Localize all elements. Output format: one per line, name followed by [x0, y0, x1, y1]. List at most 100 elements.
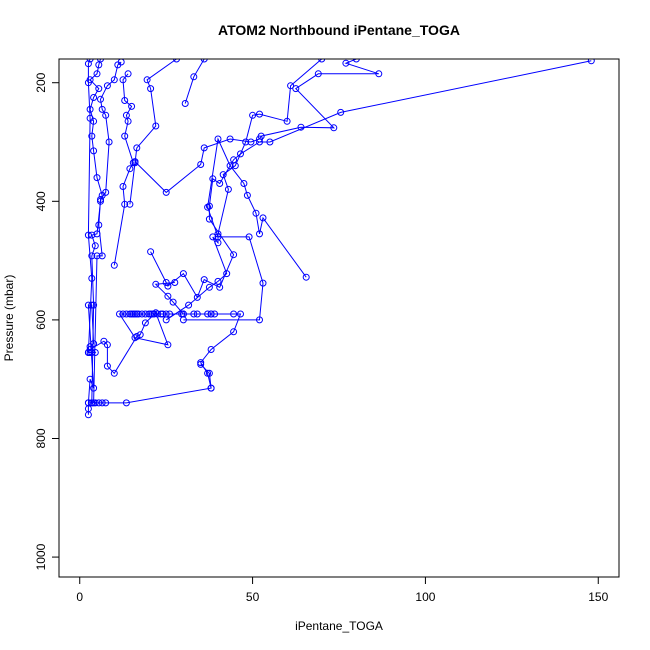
data-point: [90, 340, 98, 348]
data-point: [122, 310, 130, 318]
data-point: [292, 85, 300, 93]
data-point: [86, 105, 94, 113]
data-point: [128, 102, 136, 110]
y-tick-label: 1000: [34, 543, 48, 570]
data-point: [119, 310, 127, 318]
data-point: [162, 316, 170, 324]
data-point: [93, 252, 101, 260]
data-point: [133, 144, 141, 152]
data-point: [102, 111, 110, 119]
data-point: [216, 180, 224, 187]
series-line: [87, 59, 93, 353]
data-point: [179, 270, 187, 278]
data-point: [245, 233, 253, 241]
data-point: [230, 251, 238, 259]
data-point: [84, 301, 92, 309]
data-point: [102, 399, 110, 407]
data-point: [154, 310, 161, 318]
data-point: [122, 111, 130, 119]
data-point: [214, 277, 222, 285]
data-point: [337, 108, 345, 116]
data-point: [121, 132, 129, 140]
data-point: [141, 310, 149, 318]
data-point: [102, 188, 110, 196]
data-point: [352, 59, 360, 63]
data-point: [152, 280, 160, 288]
series-line: [93, 61, 122, 403]
data-point: [181, 100, 189, 107]
series-line: [113, 73, 134, 266]
data-point: [342, 59, 350, 67]
data-point: [375, 70, 383, 78]
data-point: [193, 293, 201, 301]
data-point: [98, 105, 106, 113]
data-point: [88, 132, 96, 140]
data-point: [314, 70, 322, 78]
data-point: [205, 369, 213, 377]
y-tick-label: 800: [34, 428, 48, 448]
data-point: [119, 76, 127, 84]
data-point: [152, 122, 160, 130]
data-point: [207, 346, 215, 353]
data-point: [98, 252, 106, 260]
data-point: [84, 60, 92, 68]
data-point: [133, 333, 141, 340]
data-point: [230, 310, 238, 318]
data-point: [287, 82, 295, 90]
data-point: [237, 310, 244, 318]
data-point: [119, 183, 127, 190]
data-point: [122, 399, 130, 407]
data-point: [256, 110, 263, 118]
data-point: [93, 70, 101, 78]
data-point: [224, 185, 232, 193]
data-point: [242, 138, 250, 146]
data-point: [214, 135, 222, 143]
data-point: [117, 59, 125, 66]
series-line: [165, 59, 323, 321]
data-point: [90, 147, 98, 155]
series-line: [89, 59, 103, 403]
chart-title: ATOM2 Northbound iPentane_TOGA: [218, 22, 460, 38]
data-point: [256, 316, 263, 324]
data-point: [97, 95, 104, 103]
y-tick-label: 200: [34, 72, 48, 92]
series-line: [134, 59, 379, 194]
series-line: [184, 59, 205, 104]
data-point: [231, 162, 239, 170]
data-point: [93, 174, 101, 182]
data-point: [162, 188, 170, 196]
data-point: [116, 310, 123, 318]
series-10: [179, 135, 310, 324]
data-point: [110, 76, 118, 84]
data-point: [166, 310, 174, 318]
data-point: [88, 274, 96, 282]
data-point: [204, 203, 212, 211]
series-8: [152, 279, 215, 318]
data-point: [157, 310, 165, 318]
data-point: [205, 215, 213, 223]
data-point: [200, 144, 208, 152]
data-point: [283, 117, 291, 125]
data-point: [124, 70, 132, 78]
data-point: [185, 301, 193, 309]
data-point: [97, 196, 104, 203]
x-axis-label: iPentane_TOGA: [295, 619, 383, 633]
data-point: [259, 279, 267, 287]
y-axis-label: Pressure (mbar): [2, 275, 16, 362]
series-11: [181, 59, 208, 107]
data-point: [100, 337, 108, 345]
data-point: [219, 171, 227, 179]
series-5: [126, 59, 180, 208]
data-point: [84, 349, 92, 356]
data-point: [97, 59, 104, 63]
data-point: [587, 59, 595, 65]
data-point: [90, 399, 98, 407]
data-point: [90, 94, 98, 101]
series-line: [87, 304, 242, 415]
data-point: [249, 111, 257, 119]
data-point: [126, 200, 134, 208]
data-point: [209, 233, 217, 241]
x-tick-label: 150: [588, 590, 608, 604]
x-tick-label: 50: [246, 590, 260, 604]
